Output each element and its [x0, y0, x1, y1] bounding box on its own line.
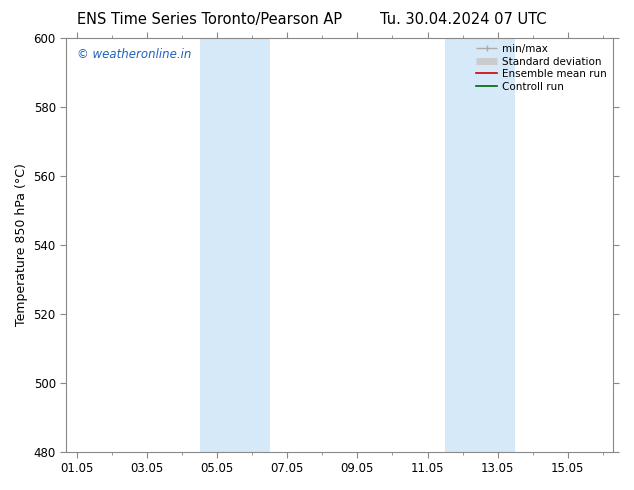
Y-axis label: Temperature 850 hPa (°C): Temperature 850 hPa (°C)	[15, 163, 28, 326]
Legend: min/max, Standard deviation, Ensemble mean run, Controll run: min/max, Standard deviation, Ensemble me…	[473, 41, 611, 95]
Text: Tu. 30.04.2024 07 UTC: Tu. 30.04.2024 07 UTC	[380, 12, 546, 27]
Text: ENS Time Series Toronto/Pearson AP: ENS Time Series Toronto/Pearson AP	[77, 12, 342, 27]
Bar	[445, 38, 515, 452]
Bar	[200, 38, 269, 452]
Text: © weatheronline.in: © weatheronline.in	[77, 48, 191, 61]
